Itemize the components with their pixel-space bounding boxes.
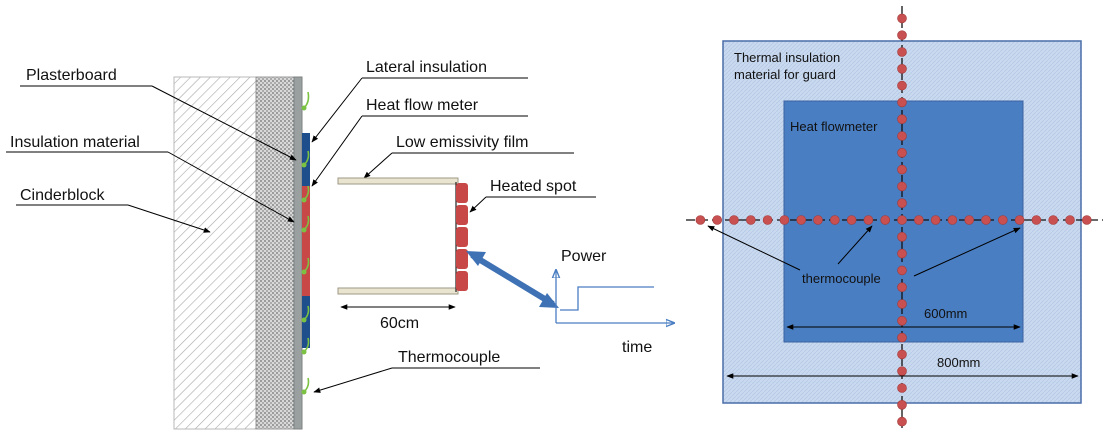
lateral-insulation-top (302, 133, 310, 186)
label-low-emissivity-film: Low emissivity film (396, 134, 528, 151)
thermocouple-dot (897, 30, 907, 41)
thermocouple-dot (897, 198, 907, 208)
thermocouple-dot (897, 131, 907, 141)
film-bottom (337, 287, 459, 295)
label-thermocouple: Thermocouple (398, 349, 500, 366)
label-cinderblock: Cinderblock (20, 187, 105, 204)
label-plasterboard: Plasterboard (26, 67, 117, 84)
thermocouple-dot (897, 248, 907, 259)
thermocouple-dot (813, 215, 823, 225)
thermocouple-dot (712, 215, 723, 225)
thermocouple-dot (695, 215, 706, 225)
thermocouple-group (301, 91, 310, 395)
thermocouple-dot (897, 315, 907, 326)
thermocouple-dot (880, 215, 891, 225)
wall-assembly (173, 76, 310, 430)
thermocouple-dot (897, 282, 907, 293)
heat-flow-meter-strip (302, 186, 310, 296)
thermocouple-dot (762, 215, 773, 225)
cinderblock-layer (173, 76, 257, 430)
heater-elements (456, 183, 468, 291)
thermocouple-dot (796, 215, 807, 225)
label-60cm: 60cm (380, 315, 419, 332)
label-insulation-material: Insulation material (10, 134, 140, 151)
film-top (337, 177, 459, 185)
thermocouple-dot (829, 215, 840, 225)
thermocouple-dot (897, 97, 907, 108)
label-800mm: 800mm (937, 355, 980, 370)
thermocouple-dots (695, 13, 1092, 427)
label-guard-line2: material for guard (734, 67, 836, 82)
thermocouple-dot (981, 215, 991, 225)
power-graph: Power time (556, 248, 674, 356)
thermocouple-dot (897, 181, 907, 192)
thermocouple-dot (897, 148, 907, 158)
thermocouple-dot (729, 215, 739, 225)
thermocouple-dot (897, 383, 907, 393)
thermocouple-dot (897, 265, 907, 276)
thermocouple-dot (897, 47, 907, 57)
thermocouple-dot (897, 80, 907, 91)
thermocouple-dot (947, 215, 958, 225)
heated-spot-assembly: 60cm (337, 177, 468, 332)
thermocouple-dot (897, 349, 907, 360)
lateral-insulation-bottom (302, 296, 310, 348)
thermocouple-dot (897, 416, 907, 427)
thermocouple-dot (897, 332, 907, 343)
thermocouple-dot (863, 215, 874, 225)
label-thermocouple-right: thermocouple (802, 271, 881, 286)
plasterboard-layer (293, 76, 303, 430)
thermocouple-dot (897, 64, 907, 74)
thermocouple-dot (1031, 215, 1042, 225)
guard-plan-view: Thermal insulation material for guard He… (686, 6, 1103, 428)
label-heat-flow-meter: Heat flow meter (366, 97, 479, 114)
power-axis-label: Power (561, 248, 607, 265)
thermocouple-dot (1048, 215, 1058, 225)
thermocouple-dot (964, 215, 975, 225)
thermocouple-dot (897, 232, 907, 242)
thermocouple-pointers (707, 225, 1021, 277)
thermocouple-dot (897, 366, 907, 377)
thermocouple-dot (846, 215, 857, 225)
thermocouple-dot (897, 13, 907, 24)
thermocouple-dot (997, 215, 1008, 225)
insulation-layer (255, 76, 295, 430)
thermocouple-dot (930, 215, 941, 225)
thermocouple-dot (897, 114, 907, 124)
left-leader-lines (6, 77, 596, 393)
label-600mm: 600mm (924, 306, 967, 321)
power-step-curve (560, 286, 654, 311)
thermocouple-dot (1082, 215, 1092, 225)
label-lateral-insulation: Lateral insulation (366, 59, 487, 76)
thermocouple-dot (745, 215, 756, 225)
label-guard-line1: Thermal insulation (734, 50, 840, 65)
label-heated-spot: Heated spot (490, 178, 577, 195)
thermocouple-dot (1014, 215, 1025, 225)
thermocouple-dot (897, 215, 907, 225)
thermocouple-dot (897, 299, 907, 309)
thermocouple-dot (913, 215, 924, 225)
thermocouple-dot (1065, 215, 1075, 225)
power-link-arrow (466, 251, 559, 308)
time-axis-label: time (622, 339, 652, 356)
thermocouple-dot (779, 215, 790, 225)
label-heat-flowmeter: Heat flowmeter (790, 119, 878, 134)
left-labels: Plasterboard Insulation material Cinderb… (10, 59, 577, 366)
thermocouple-dot (897, 164, 907, 175)
thermocouple-dot (897, 399, 907, 410)
